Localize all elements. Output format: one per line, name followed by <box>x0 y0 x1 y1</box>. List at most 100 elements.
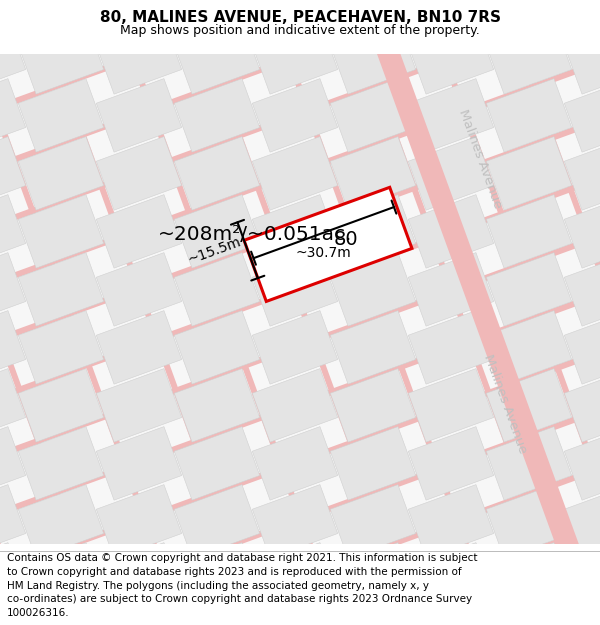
Polygon shape <box>18 253 104 326</box>
Polygon shape <box>174 21 260 94</box>
Polygon shape <box>330 542 416 616</box>
Polygon shape <box>486 79 572 152</box>
Text: ~15.5m: ~15.5m <box>185 234 242 266</box>
Polygon shape <box>18 601 104 625</box>
Polygon shape <box>0 21 26 94</box>
Polygon shape <box>486 542 572 616</box>
Polygon shape <box>96 21 182 94</box>
Polygon shape <box>252 601 338 625</box>
Polygon shape <box>0 422 600 625</box>
Polygon shape <box>0 369 26 442</box>
Polygon shape <box>0 17 600 330</box>
Polygon shape <box>174 137 260 210</box>
Polygon shape <box>244 188 412 301</box>
Polygon shape <box>174 427 260 500</box>
Polygon shape <box>486 137 572 210</box>
Polygon shape <box>330 194 416 268</box>
Polygon shape <box>486 427 572 500</box>
Polygon shape <box>0 249 600 562</box>
Polygon shape <box>96 484 182 558</box>
Polygon shape <box>18 0 104 36</box>
Polygon shape <box>0 79 26 152</box>
Polygon shape <box>18 79 104 152</box>
Polygon shape <box>60 0 374 625</box>
Polygon shape <box>0 311 26 384</box>
Polygon shape <box>486 311 572 384</box>
Polygon shape <box>486 484 572 558</box>
Polygon shape <box>486 601 572 625</box>
Polygon shape <box>408 369 494 442</box>
Polygon shape <box>486 194 572 268</box>
Polygon shape <box>330 311 416 384</box>
Polygon shape <box>564 21 600 94</box>
Polygon shape <box>408 253 494 326</box>
Polygon shape <box>372 0 600 625</box>
Polygon shape <box>174 194 260 268</box>
Polygon shape <box>564 311 600 384</box>
Polygon shape <box>0 542 26 616</box>
Polygon shape <box>96 311 182 384</box>
Polygon shape <box>96 137 182 210</box>
Polygon shape <box>0 481 600 625</box>
Polygon shape <box>0 0 600 272</box>
Text: Malines Avenue: Malines Avenue <box>481 353 529 456</box>
Polygon shape <box>408 137 494 210</box>
Polygon shape <box>18 21 104 94</box>
Polygon shape <box>408 194 494 268</box>
Polygon shape <box>0 0 26 36</box>
Polygon shape <box>0 137 26 210</box>
Polygon shape <box>96 601 182 625</box>
Polygon shape <box>330 369 416 442</box>
Polygon shape <box>96 369 182 442</box>
Polygon shape <box>174 484 260 558</box>
Polygon shape <box>564 484 600 558</box>
Text: Map shows position and indicative extent of the property.: Map shows position and indicative extent… <box>120 24 480 37</box>
Polygon shape <box>252 427 338 500</box>
Polygon shape <box>174 542 260 616</box>
Polygon shape <box>138 0 452 625</box>
Polygon shape <box>0 484 26 558</box>
Polygon shape <box>0 364 600 625</box>
Polygon shape <box>408 427 494 500</box>
Polygon shape <box>18 194 104 268</box>
Polygon shape <box>96 0 182 36</box>
Polygon shape <box>486 21 572 94</box>
Polygon shape <box>0 0 600 40</box>
Polygon shape <box>0 0 218 625</box>
Polygon shape <box>252 369 338 442</box>
Polygon shape <box>450 0 600 625</box>
Polygon shape <box>330 601 416 625</box>
Polygon shape <box>310 0 600 625</box>
Polygon shape <box>18 369 104 442</box>
Text: 80: 80 <box>334 230 358 249</box>
Polygon shape <box>0 427 26 500</box>
Polygon shape <box>216 0 530 625</box>
Polygon shape <box>528 0 600 625</box>
Polygon shape <box>408 542 494 616</box>
Polygon shape <box>0 132 600 446</box>
Polygon shape <box>0 194 26 268</box>
Polygon shape <box>252 484 338 558</box>
Polygon shape <box>408 311 494 384</box>
Polygon shape <box>564 253 600 326</box>
Polygon shape <box>486 0 572 36</box>
Polygon shape <box>174 0 260 36</box>
Polygon shape <box>330 427 416 500</box>
Polygon shape <box>96 542 182 616</box>
Polygon shape <box>252 194 338 268</box>
Polygon shape <box>18 427 104 500</box>
Polygon shape <box>486 369 572 442</box>
Text: Malines Avenue: Malines Avenue <box>456 108 504 211</box>
Polygon shape <box>18 137 104 210</box>
Polygon shape <box>0 0 600 98</box>
Polygon shape <box>486 253 572 326</box>
Polygon shape <box>0 601 26 625</box>
Polygon shape <box>174 79 260 152</box>
Polygon shape <box>252 137 338 210</box>
Polygon shape <box>174 601 260 625</box>
Polygon shape <box>408 601 494 625</box>
Polygon shape <box>18 484 104 558</box>
Polygon shape <box>330 21 416 94</box>
Polygon shape <box>408 79 494 152</box>
Polygon shape <box>564 194 600 268</box>
